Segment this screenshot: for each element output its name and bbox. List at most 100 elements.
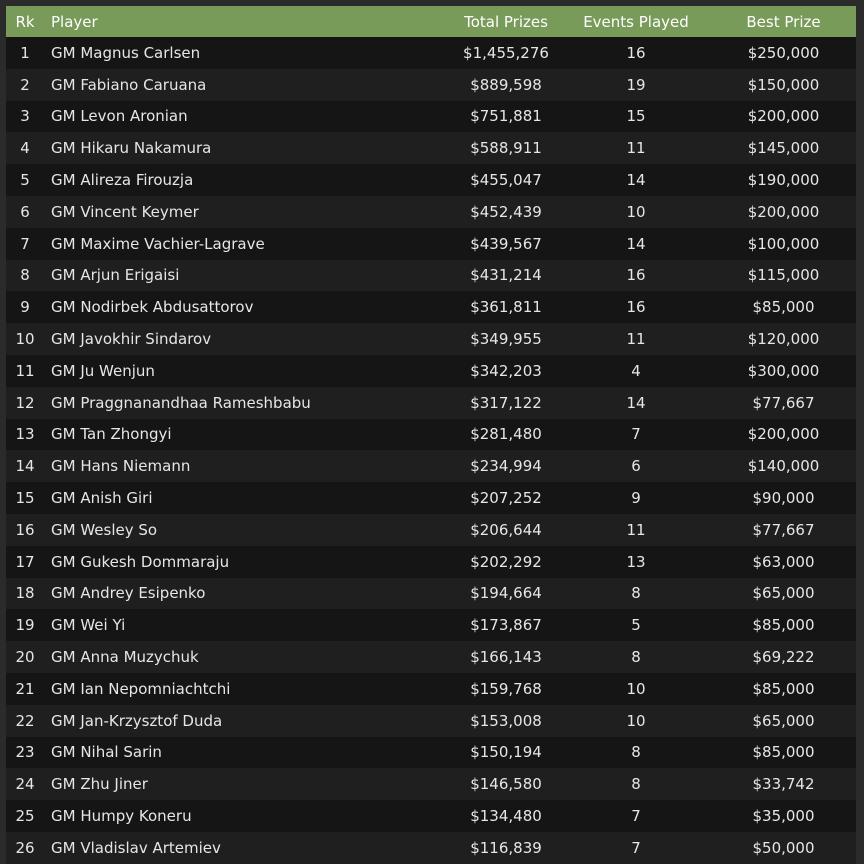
cell-events-played: 15 [626, 107, 646, 126]
cell-player: GM Humpy Koneru [51, 807, 192, 826]
table-row[interactable]: 9 GM Nodirbek Abdusattorov $361,811 16 $85,0… [6, 291, 856, 324]
cell-best-prize: $115,000 [747, 266, 820, 285]
cell-events-played: 14 [626, 234, 646, 253]
cell-best-prize: $150,000 [747, 75, 820, 94]
cell-events-played: 10 [626, 711, 646, 730]
cell-best-prize: $65,000 [752, 584, 815, 603]
table-row[interactable]: 22 GM Jan-Krzysztof Duda $153,008 10 $65,000 [6, 704, 856, 737]
cell-total-prizes: $588,911 [470, 139, 542, 158]
cell-best-prize: $190,000 [747, 171, 820, 190]
cell-player: GM Maxime Vachier-Lagrave [51, 234, 265, 253]
table-row[interactable]: 5 GM Alireza Firouzja $455,047 14 $190,000 [6, 164, 856, 196]
cell-best-prize: $120,000 [747, 330, 820, 349]
table-row[interactable]: 6 GM Vincent Keymer $452,439 10 $200,000 [6, 195, 856, 228]
cell-player: GM Alireza Firouzja [51, 171, 194, 190]
cell-best-prize: $85,000 [752, 743, 815, 762]
cell-player: GM Andrey Esipenko [51, 584, 206, 603]
table-row[interactable]: 17 GM Gukesh Dommaraju $202,292 13 $63,000 [6, 545, 856, 578]
cell-player: GM Hans Niemann [51, 457, 191, 476]
cell-events-played: 7 [631, 807, 641, 826]
table-row[interactable]: 1 GM Magnus Carlsen $1,455,276 16 $250,000 [6, 37, 856, 69]
cell-events-played: 16 [626, 298, 646, 317]
cell-rank: 18 [15, 584, 35, 603]
table-row[interactable]: 8 GM Arjun Erigaisi $431,214 16 $115,000 [6, 259, 856, 292]
table-row[interactable]: 14 GM Hans Niemann $234,994 6 $140,000 [6, 450, 856, 483]
header-rank[interactable]: Rk [15, 12, 35, 31]
cell-player: GM Fabiano Caruana [51, 75, 207, 94]
cell-best-prize: $50,000 [752, 838, 815, 857]
cell-best-prize: $33,742 [752, 775, 815, 794]
cell-events-played: 8 [631, 743, 641, 762]
table-row[interactable]: 15 GM Anish Giri $207,252 9 $90,000 [6, 482, 856, 514]
cell-player: GM Ian Nepomniachtchi [51, 679, 231, 698]
cell-events-played: 10 [626, 202, 646, 221]
table-row[interactable]: 13 GM Tan Zhongyi $281,480 7 $200,000 [6, 418, 856, 451]
cell-events-played: 14 [626, 393, 646, 412]
table-row[interactable]: 20 GM Anna Muzychuk $166,143 8 $69,222 [6, 641, 856, 673]
cell-best-prize: $65,000 [752, 711, 815, 730]
cell-events-played: 13 [626, 552, 646, 571]
cell-total-prizes: $194,664 [470, 584, 542, 603]
table-row[interactable]: 26 GM Vladislav Artemiev $116,839 7 $50,000 [6, 831, 856, 864]
cell-rank: 7 [20, 234, 30, 253]
cell-total-prizes: $207,252 [470, 489, 542, 508]
cell-player: GM Vladislav Artemiev [51, 838, 221, 857]
table-row[interactable]: 10 GM Javokhir Sindarov $349,955 11 $120,000 [6, 323, 856, 355]
header-total-prizes[interactable]: Total Prizes [464, 12, 548, 31]
header-player[interactable]: Player [51, 12, 98, 31]
cell-total-prizes: $202,292 [470, 552, 542, 571]
table-row[interactable]: 18 GM Andrey Esipenko $194,664 8 $65,000 [6, 577, 856, 610]
cell-best-prize: $200,000 [747, 425, 820, 444]
header-events-played[interactable]: Events Played [583, 12, 689, 31]
cell-best-prize: $63,000 [752, 552, 815, 571]
cell-rank: 6 [20, 202, 30, 221]
cell-events-played: 9 [631, 489, 641, 508]
cell-events-played: 11 [626, 139, 646, 158]
table-row[interactable]: 21 GM Ian Nepomniachtchi $159,768 10 $85,000 [6, 672, 856, 705]
header-best-prize[interactable]: Best Prize [746, 12, 821, 31]
table-row[interactable]: 3 GM Levon Aronian $751,881 15 $200,000 [6, 100, 856, 133]
cell-player: GM Gukesh Dommaraju [51, 552, 230, 571]
table-row[interactable]: 4 GM Hikaru Nakamura $588,911 11 $145,000 [6, 132, 856, 165]
cell-rank: 11 [15, 361, 35, 380]
cell-player: GM Nodirbek Abdusattorov [51, 298, 254, 317]
table-row[interactable]: 11 GM Ju Wenjun $342,203 4 $300,000 [6, 354, 856, 387]
cell-best-prize: $90,000 [752, 489, 815, 508]
cell-events-played: 16 [626, 266, 646, 285]
cell-total-prizes: $150,194 [470, 743, 542, 762]
cell-player: GM Praggnanandhaa Rameshbabu [51, 393, 311, 412]
cell-player: GM Hikaru Nakamura [51, 139, 212, 158]
cell-rank: 17 [15, 552, 35, 571]
table-row[interactable]: 19 GM Wei Yi $173,867 5 $85,000 [6, 609, 856, 642]
table-row[interactable]: 12 GM Praggnanandhaa Rameshbabu $317,122 14… [6, 386, 856, 419]
cell-best-prize: $35,000 [752, 807, 815, 826]
cell-player: GM Zhu Jiner [51, 775, 148, 794]
table-row[interactable]: 2 GM Fabiano Caruana $889,598 19 $150,000 [6, 68, 856, 101]
cell-rank: 12 [15, 393, 35, 412]
cell-total-prizes: $206,644 [470, 520, 542, 539]
cell-best-prize: $77,667 [752, 393, 815, 412]
table-row[interactable]: 23 GM Nihal Sarin $150,194 8 $85,000 [6, 736, 856, 769]
cell-player: GM Nihal Sarin [51, 743, 162, 762]
table-row[interactable]: 25 GM Humpy Koneru $134,480 7 $35,000 [6, 800, 856, 832]
cell-total-prizes: $166,143 [470, 648, 542, 667]
cell-total-prizes: $751,881 [470, 107, 542, 126]
cell-rank: 13 [15, 425, 35, 444]
cell-events-played: 11 [626, 520, 646, 539]
cell-events-played: 8 [631, 584, 641, 603]
table-row[interactable]: 24 GM Zhu Jiner $146,580 8 $33,742 [6, 768, 856, 801]
cell-rank: 14 [15, 457, 35, 476]
cell-player: GM Levon Aronian [51, 107, 188, 126]
cell-best-prize: $200,000 [747, 202, 820, 221]
cell-total-prizes: $889,598 [470, 75, 542, 94]
cell-best-prize: $300,000 [747, 361, 820, 380]
cell-events-played: 5 [631, 616, 641, 635]
cell-player: GM Jan-Krzysztof Duda [51, 711, 223, 730]
table-row[interactable]: 7 GM Maxime Vachier-Lagrave $439,567 14 $100… [6, 227, 856, 260]
cell-total-prizes: $439,567 [470, 234, 542, 253]
cell-best-prize: $100,000 [747, 234, 820, 253]
cell-events-played: 10 [626, 679, 646, 698]
table-row[interactable]: 16 GM Wesley So $206,644 11 $77,667 [6, 513, 856, 546]
table-header: Rk Player Total Prizes Events Played Bes… [6, 6, 856, 37]
